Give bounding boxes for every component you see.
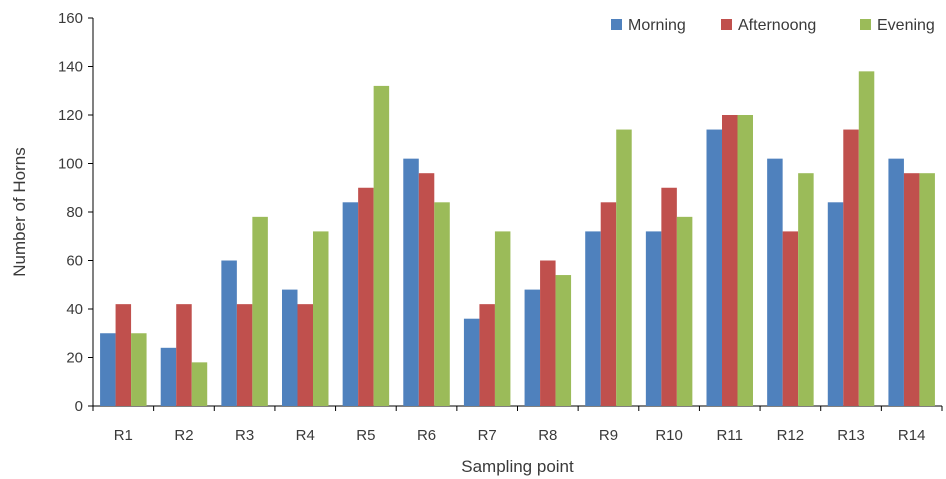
bar-morning-r6 — [403, 158, 419, 406]
bar-morning-r1 — [100, 333, 116, 406]
x-tick-label: R6 — [417, 427, 436, 444]
y-tick-label: 0 — [75, 398, 83, 415]
x-axis: R1 R2 R3 R4 R5 R6 R7 R8 R9 R10 R11 R12 R13 R14 — [92, 405, 943, 444]
bar-evening-r1 — [131, 333, 147, 406]
bar-evening-r11 — [737, 115, 753, 406]
bar-evening-r4 — [313, 231, 329, 406]
x-tick-label: R8 — [538, 427, 557, 444]
y-axis-title: Number of Horns — [10, 147, 29, 276]
bar-morning-r9 — [585, 231, 601, 406]
y-tick-label: 140 — [58, 59, 83, 76]
bar-morning-r7 — [463, 318, 480, 406]
y-axis: 0 20 40 60 80 100 120 140 160 — [58, 10, 94, 415]
bar-morning-r11 — [706, 129, 722, 407]
bar-morning-r4 — [282, 289, 298, 406]
x-tick-label: R2 — [174, 427, 193, 444]
bar-afternoong-r1 — [115, 304, 132, 406]
x-tick-label: R5 — [356, 427, 375, 444]
bar-evening-r3 — [252, 216, 268, 406]
legend-label-evening: Evening — [877, 17, 935, 34]
x-axis-title: Sampling point — [461, 457, 574, 476]
series-morning — [100, 129, 904, 407]
bar-evening-r14 — [919, 173, 935, 406]
x-tick-label: R10 — [655, 427, 683, 444]
y-tick-label: 100 — [58, 156, 83, 173]
x-tick-label: R7 — [478, 427, 497, 444]
bar-evening-r10 — [676, 216, 693, 406]
x-tick-label: R12 — [777, 427, 805, 444]
bar-afternoong-r7 — [479, 304, 495, 406]
bar-morning-r10 — [645, 231, 662, 406]
bar-afternoong-r4 — [297, 304, 313, 406]
x-tick-label: R11 — [717, 427, 743, 444]
bar-afternoong-r13 — [843, 129, 859, 407]
series-evening — [131, 71, 935, 407]
x-tick-label: R1 — [114, 427, 133, 444]
bars — [100, 71, 935, 407]
legend-label-afternoong: Afternoong — [738, 17, 816, 34]
bar-afternoong-r5 — [358, 187, 374, 406]
x-tick-label: R9 — [599, 427, 618, 444]
bar-evening-r12 — [798, 173, 814, 406]
series-afternoong — [115, 115, 920, 407]
bar-evening-r2 — [191, 362, 208, 406]
legend-swatch-evening — [860, 19, 871, 30]
bar-morning-r12 — [767, 158, 783, 406]
bar-afternoong-r3 — [236, 304, 253, 406]
bar-afternoong-r2 — [176, 304, 192, 406]
bar-afternoong-r10 — [661, 187, 677, 406]
bar-evening-r9 — [616, 129, 632, 407]
bar-morning-r3 — [221, 260, 237, 406]
bar-evening-r8 — [555, 275, 572, 406]
y-tick-label: 60 — [66, 253, 83, 270]
bar-afternoong-r12 — [782, 231, 799, 406]
bar-morning-r13 — [827, 202, 844, 406]
bar-morning-r8 — [524, 289, 541, 406]
y-tick-label: 20 — [66, 350, 83, 367]
y-tick-label: 160 — [58, 10, 83, 27]
bar-afternoong-r14 — [903, 173, 920, 406]
legend-label-morning: Morning — [628, 17, 686, 34]
y-tick-label: 120 — [58, 107, 83, 124]
x-tick-label: R3 — [235, 427, 254, 444]
x-tick-label: R13 — [837, 427, 865, 444]
bar-afternoong-r9 — [600, 202, 617, 406]
bar-evening-r5 — [373, 85, 390, 407]
bar-evening-r6 — [434, 202, 450, 406]
legend: Morning Afternoong Evening — [611, 17, 935, 34]
x-tick-label: R14 — [898, 427, 926, 444]
bar-afternoong-r8 — [540, 260, 556, 406]
bar-afternoong-r6 — [418, 173, 435, 406]
legend-swatch-afternoong — [721, 19, 732, 30]
bar-morning-r14 — [888, 158, 904, 406]
legend-swatch-morning — [611, 19, 622, 30]
bar-evening-r13 — [858, 71, 875, 406]
y-tick-label: 80 — [66, 204, 83, 221]
bar-afternoong-r11 — [722, 115, 738, 406]
bar-morning-r5 — [342, 202, 359, 406]
bar-morning-r2 — [160, 347, 177, 406]
x-tick-label: R4 — [296, 427, 315, 444]
bar-evening-r7 — [494, 231, 511, 406]
y-tick-label: 40 — [66, 301, 83, 318]
